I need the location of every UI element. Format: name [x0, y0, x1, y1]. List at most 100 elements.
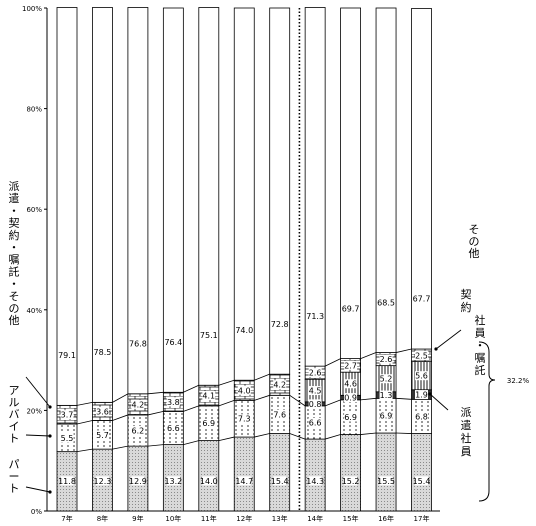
annotation-char: そ — [469, 223, 480, 236]
data-label-bg — [202, 418, 216, 428]
bar-segment — [198, 7, 220, 386]
data-label: 72.8 — [271, 320, 289, 329]
x-tick-label: 13年 — [272, 514, 288, 523]
y-tick-label: 60% — [26, 206, 42, 214]
connector-line — [147, 444, 164, 447]
annotation-arrowhead — [48, 434, 52, 438]
bar-segment — [411, 433, 432, 512]
connector-line — [112, 445, 128, 450]
annotation-char: パ — [9, 458, 20, 471]
bar-segment — [340, 434, 362, 512]
data-label: 4.1 — [202, 392, 215, 401]
bar-segment — [304, 438, 326, 512]
data-label-bg — [415, 350, 428, 360]
annotation-char: ・ — [9, 204, 20, 217]
data-label-bg — [95, 430, 109, 440]
annotation-char: 嘱 — [475, 352, 486, 365]
data-label: 12.3 — [94, 477, 112, 486]
x-tick-label: 12年 — [236, 514, 252, 523]
data-label-bg — [344, 360, 358, 370]
x-tick-label: 10年 — [165, 514, 181, 523]
annotation-arrow — [429, 393, 449, 411]
connector-line — [183, 440, 199, 445]
connector-line — [218, 379, 235, 386]
data-label: 0.9 — [344, 394, 357, 403]
data-label-bg — [379, 390, 393, 400]
annotation-char: 約 — [461, 300, 472, 314]
data-label-bg — [273, 476, 287, 486]
connector-line — [183, 384, 199, 393]
data-label: 3.8 — [167, 398, 180, 407]
connector-line — [395, 348, 412, 353]
data-label-bg — [379, 476, 393, 486]
connector-line — [396, 432, 412, 434]
x-tick-label: 16年 — [378, 514, 394, 523]
bar-segment — [162, 7, 184, 393]
data-label: 15.4 — [413, 477, 431, 486]
annotation-arrow — [25, 434, 51, 437]
connector-line — [396, 397, 412, 400]
data-label-bg — [95, 476, 109, 486]
data-label-bg — [379, 411, 393, 421]
connector-line — [218, 436, 235, 441]
annotation-char: 他 — [9, 314, 20, 327]
data-label: 11.8 — [58, 477, 76, 486]
data-label: 0.8 — [309, 400, 322, 409]
annotation-char: 他 — [469, 247, 480, 260]
annotation-char: 契 — [9, 216, 20, 230]
data-label: 7.6 — [273, 410, 286, 419]
annotation-char: の — [469, 235, 480, 248]
annotation-char: ・ — [9, 241, 20, 254]
data-label-bg — [415, 294, 428, 304]
data-label: 5.7 — [96, 431, 109, 440]
data-label: 6.6 — [309, 418, 322, 427]
bar-segment — [304, 7, 326, 367]
data-label: 2.6 — [380, 355, 393, 364]
data-label: 1.9 — [415, 391, 428, 400]
data-label: 74.0 — [235, 326, 253, 335]
bar-segment — [375, 7, 397, 353]
bar-segment — [127, 7, 149, 395]
connector-line — [254, 373, 270, 381]
annotation-char: ト — [9, 482, 20, 495]
data-label: 4.6 — [344, 380, 357, 389]
x-tick-label: 14年 — [307, 514, 323, 523]
data-label: 15.4 — [271, 477, 289, 486]
data-label-bg — [379, 297, 393, 307]
connector-line — [112, 414, 129, 421]
connector-line — [325, 434, 341, 440]
connector-line — [218, 399, 235, 407]
data-label-bg — [95, 347, 109, 357]
data-label: 71.3 — [306, 312, 324, 321]
data-label: 6.8 — [415, 412, 428, 421]
connector-line — [289, 433, 306, 440]
connector-line — [289, 394, 306, 407]
data-label-bg — [131, 426, 145, 436]
data-label: 12.9 — [129, 477, 147, 486]
connector-line — [183, 405, 199, 412]
annotation-char: 遣 — [461, 418, 472, 432]
annotation-char: イ — [9, 420, 20, 433]
annotation-arrowhead — [48, 405, 52, 409]
connector-line — [76, 448, 93, 453]
data-label-bg — [166, 337, 180, 347]
annotation-char: 託 — [9, 264, 20, 278]
data-label: 6.9 — [344, 413, 357, 422]
data-label: 3.6 — [96, 407, 109, 416]
annotation-arrowhead — [434, 347, 438, 351]
bar-segment — [198, 440, 220, 512]
annotation-char: の — [9, 302, 20, 315]
data-label-bg — [237, 325, 251, 335]
data-label: 5.5 — [61, 434, 74, 443]
data-label-bg — [379, 354, 393, 364]
data-label-bg — [237, 385, 251, 395]
data-label: 68.5 — [377, 298, 395, 307]
annotation-char: 嘱 — [9, 253, 20, 266]
data-label: 14.7 — [235, 477, 253, 486]
connector-line — [360, 397, 377, 401]
data-label: 6.9 — [202, 419, 215, 428]
data-label-bg — [415, 390, 428, 400]
data-label-bg — [273, 409, 287, 419]
